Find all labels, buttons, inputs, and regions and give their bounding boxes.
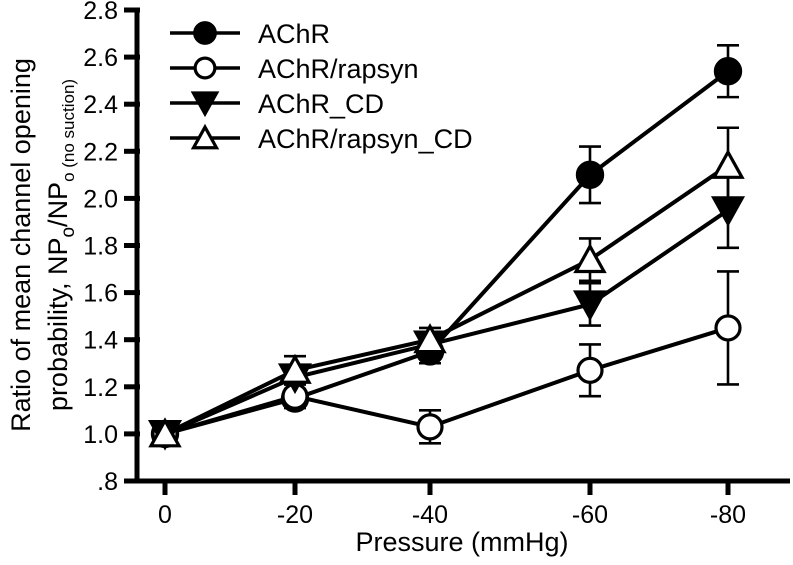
x-tick-label: 0 <box>158 501 172 529</box>
marker-open-circle <box>416 413 444 441</box>
legend-label: AChR <box>258 19 330 49</box>
series-line-AChR/rapsyn <box>164 326 729 436</box>
x-tick-label: -20 <box>277 501 313 529</box>
y-axis-title-subscript-2: o (no suction) <box>59 79 78 182</box>
marker-open-triangle-up <box>190 123 220 150</box>
legend-label: AChR_CD <box>258 89 384 119</box>
y-axis-title-line1: Ratio of mean channel opening <box>6 58 36 432</box>
legend-item-AChR[interactable]: AChR <box>170 19 330 49</box>
marker-filled-circle <box>575 160 605 190</box>
y-tick-label: 2.0 <box>83 185 118 213</box>
series-line-AChR_CD <box>164 208 730 436</box>
x-tick-label: -60 <box>572 501 608 529</box>
marker-open-triangle-up <box>148 417 182 448</box>
y-tick-label: .8 <box>97 468 118 496</box>
x-axis-title: Pressure (mmHg) <box>355 527 568 557</box>
y-tick-label: 2.8 <box>83 0 118 25</box>
y-axis-title-part-a: probability, NP <box>43 238 73 412</box>
y-tick-label: 1.6 <box>83 280 118 308</box>
y-axis-title-line2: probability, NPo/NPo (no suction) <box>43 79 79 411</box>
y-tick-label: 2.6 <box>83 44 118 72</box>
data-series-layer <box>147 44 746 451</box>
legend-item-AChR_CD[interactable]: AChR_CD <box>170 89 384 119</box>
x-tick-label: -80 <box>710 501 746 529</box>
y-axis-title-subscript-1: o <box>58 227 79 238</box>
marker-filled-triangle-down <box>190 91 220 118</box>
series-markers-AChR/rapsyn_CD <box>148 148 745 448</box>
marker-open-triangle-up <box>573 243 607 274</box>
series-markers-AChR <box>150 57 743 449</box>
legend-label: AChR/rapsyn <box>258 54 419 84</box>
marker-filled-circle <box>713 57 743 86</box>
y-tick-label: 1.0 <box>83 421 118 449</box>
y-tick-label: 2.2 <box>83 138 118 166</box>
x-tick-label: -40 <box>412 501 448 529</box>
marker-open-triangle-up <box>711 148 745 179</box>
series-line-AChR/rapsyn_CD <box>164 163 730 436</box>
marker-open-triangle-up <box>413 323 447 354</box>
marker-open-circle <box>576 356 604 384</box>
chart-legend: AChR AChR/rapsyn AChR_CD AChR/rapsyn_CD <box>170 19 473 154</box>
marker-open-triangle-up <box>278 353 312 384</box>
y-axis-title-part-b: /NP <box>43 182 73 227</box>
marker-open-circle <box>193 56 217 80</box>
y-tick-label: 1.4 <box>83 327 118 355</box>
error-bars-AChR/rapsyn <box>154 270 739 445</box>
error-bars-AChR/rapsyn_CD <box>154 126 739 440</box>
marker-open-circle <box>714 314 742 342</box>
error-bars-AChR <box>154 44 739 440</box>
y-axis-title: Ratio of mean channel opening probabilit… <box>6 58 79 432</box>
marker-filled-circle <box>193 21 217 45</box>
axes <box>134 8 790 484</box>
legend-item-AChR/rapsyn_CD[interactable]: AChR/rapsyn_CD <box>170 123 473 154</box>
marker-filled-triangle-down <box>710 196 746 227</box>
marker-filled-triangle-down <box>572 290 608 322</box>
y-tick-label: 2.4 <box>83 91 118 119</box>
y-axis-ticks: .8 1.0 1.2 1.4 1.6 1.8 2.0 2.2 2.4 2.6 2.8 <box>83 0 140 496</box>
legend-item-AChR/rapsyn[interactable]: AChR/rapsyn <box>170 54 419 84</box>
y-tick-label: 1.8 <box>83 233 118 261</box>
legend-label: AChR/rapsyn_CD <box>258 124 473 154</box>
y-tick-label: 1.2 <box>83 374 118 402</box>
x-axis-ticks: 0 -20 -40 -60 -80 <box>158 481 746 529</box>
